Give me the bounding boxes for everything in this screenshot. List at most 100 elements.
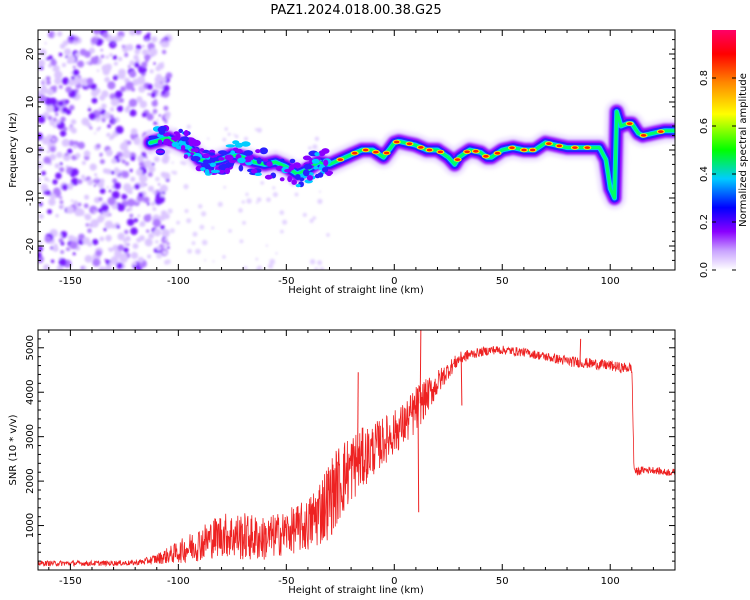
noise-blob: [145, 59, 149, 63]
noise-blob: [99, 159, 105, 165]
noise-blob: [40, 183, 49, 192]
noise-blob: [241, 200, 245, 204]
noise-blob: [54, 107, 58, 111]
spectrogram-ylabel: Frequency (Hz): [8, 112, 19, 188]
noise-blob: [112, 42, 115, 45]
noise-blob: [47, 209, 52, 215]
noise-blob: [147, 92, 151, 96]
noise-blob: [71, 76, 75, 80]
ridge-blob: [251, 168, 258, 174]
noise-blob: [54, 70, 63, 80]
noise-blob: [171, 161, 174, 164]
noise-blob: [129, 30, 136, 36]
noise-blob: [137, 256, 144, 263]
noise-blob: [59, 162, 63, 166]
noise-blob: [46, 56, 50, 61]
noise-blob: [99, 178, 105, 184]
noise-blob: [119, 255, 127, 263]
noise-blob: [145, 160, 152, 167]
noise-blob: [88, 47, 95, 54]
noise-blob: [69, 124, 73, 127]
noise-blob: [155, 189, 160, 194]
noise-blob: [121, 159, 126, 164]
snr-spike: [419, 330, 422, 404]
noise-blob: [44, 176, 49, 182]
noise-blob: [73, 36, 79, 42]
noise-blob: [143, 214, 152, 223]
noise-blob: [110, 170, 115, 175]
ridge-blob: [314, 152, 320, 157]
noise-blob: [98, 266, 106, 270]
noise-blob: [130, 128, 138, 135]
ridge-blob: [264, 174, 273, 180]
noise-blob: [59, 167, 65, 173]
noise-blob: [138, 161, 145, 168]
noise-blob: [45, 104, 54, 113]
ridge-blob: [209, 162, 216, 167]
noise-blob: [117, 202, 120, 206]
noise-blob: [91, 97, 98, 104]
noise-blob: [70, 71, 74, 75]
noise-blob: [38, 246, 43, 252]
noise-blob: [52, 85, 57, 90]
noise-blob: [100, 54, 105, 59]
ridge-blob: [287, 175, 293, 183]
noise-blob: [317, 198, 323, 204]
colorbar-tick-label: 0.8: [699, 70, 710, 86]
noise-blob: [92, 258, 101, 267]
noise-blob: [272, 186, 276, 190]
noise-blob: [111, 203, 118, 210]
noise-blob: [155, 240, 159, 244]
noise-blob: [113, 61, 118, 66]
noise-blob: [117, 203, 125, 212]
noise-blob: [105, 149, 113, 157]
noise-blob: [44, 236, 51, 243]
ridge-blob: [255, 149, 261, 154]
noise-blob: [233, 133, 236, 136]
ridge-blob: [266, 161, 273, 167]
noise-blob: [38, 94, 47, 103]
ridge-blob: [188, 139, 194, 147]
x-tick-label: -50: [278, 276, 294, 287]
ridge-blob: [199, 148, 205, 152]
noise-blob: [59, 130, 67, 137]
noise-blob: [38, 160, 43, 170]
noise-blob: [169, 228, 175, 234]
noise-blob: [98, 107, 102, 112]
noise-blob: [59, 196, 63, 200]
noise-blob: [96, 143, 101, 149]
ridge-blob: [218, 150, 227, 155]
noise-blob: [326, 233, 330, 237]
ridge-blob: [203, 153, 210, 159]
noise-blob: [163, 172, 171, 180]
y-tick-label: 5000: [25, 335, 36, 360]
noise-blob: [83, 50, 91, 58]
noise-blob: [44, 87, 48, 91]
noise-blob: [42, 79, 46, 82]
noise-blob: [162, 250, 167, 255]
noise-blob: [167, 208, 173, 214]
noise-blob: [265, 244, 268, 247]
noise-blob: [257, 265, 263, 270]
noise-blob: [64, 99, 70, 104]
ridge-peak: [640, 134, 647, 137]
noise-blob: [186, 124, 191, 129]
noise-blob: [256, 127, 262, 133]
noise-blob: [90, 165, 93, 168]
snr-xlabel: Height of straight line (km): [288, 585, 424, 596]
noise-blob: [84, 194, 90, 200]
noise-blob: [195, 248, 201, 255]
noise-blob: [85, 61, 88, 65]
ridge-peak: [362, 148, 369, 152]
noise-blob: [223, 186, 226, 189]
noise-blob: [246, 198, 252, 204]
noise-blob: [99, 236, 105, 242]
noise-blob: [50, 59, 57, 66]
ridge-blob: [241, 141, 251, 147]
noise-blob: [256, 197, 262, 202]
y-tick-label: 10: [25, 96, 36, 109]
noise-blob: [228, 229, 232, 233]
noise-blob: [147, 254, 152, 259]
